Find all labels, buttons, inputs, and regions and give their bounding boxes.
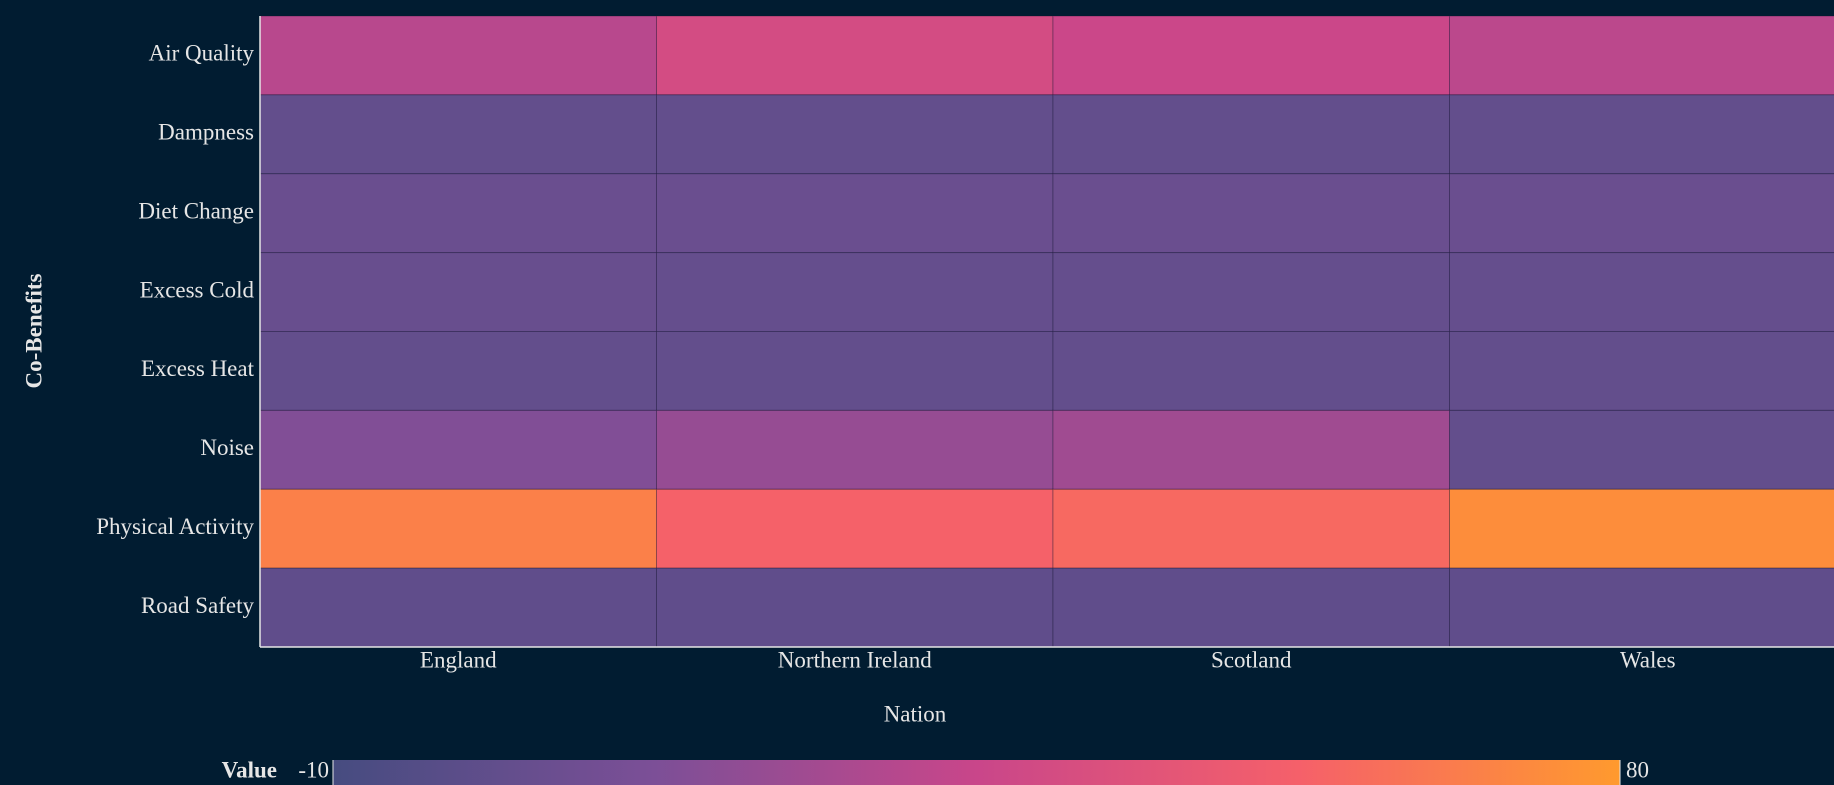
- heatmap-cell: [656, 409, 1054, 490]
- y-tick-label: Air Quality: [149, 41, 255, 66]
- heatmap-cell: [1052, 173, 1450, 254]
- y-tick-label: Noise: [200, 435, 254, 460]
- heatmap-cell: [259, 567, 657, 648]
- heatmap-cell: [1449, 409, 1834, 490]
- heatmap-cell: [259, 488, 657, 569]
- heatmap-cell: [259, 94, 657, 175]
- heatmap-cell: [259, 331, 657, 411]
- y-tick-label: Excess Heat: [141, 356, 255, 381]
- heatmap-cell: [1449, 252, 1834, 332]
- x-tick-label: Northern Ireland: [778, 647, 932, 672]
- y-tick-label: Excess Cold: [140, 277, 255, 302]
- heatmap-cell: [1449, 173, 1834, 254]
- x-tick-label: Scotland: [1211, 647, 1292, 672]
- heatmap-cell: [656, 567, 1054, 648]
- colorbar-tick-label: -10: [298, 757, 329, 782]
- heatmap-cell: [259, 252, 657, 332]
- y-tick-label: Road Safety: [141, 593, 255, 618]
- heatmap-cell: [1052, 567, 1450, 648]
- colorbar-title: Value: [222, 757, 277, 782]
- heatmap-cell: [1052, 252, 1450, 332]
- x-tick-label: Wales: [1620, 647, 1676, 672]
- heatmap-cell: [1449, 94, 1834, 175]
- y-axis-title: Co-Benefits: [21, 273, 46, 388]
- heatmap-cell: [1052, 94, 1450, 175]
- heatmap-cell: [656, 252, 1054, 332]
- x-axis-title: Nation: [884, 701, 947, 726]
- heatmap-cell: [1052, 488, 1450, 569]
- heatmap-cell: [259, 173, 657, 254]
- heatmap-cell: [656, 488, 1054, 569]
- heatmap-cell: [259, 409, 657, 490]
- heatmap-cell: [656, 15, 1054, 96]
- heatmap-cell: [1449, 15, 1834, 96]
- heatmap-cell: [259, 15, 657, 96]
- heatmap-cell: [1052, 331, 1450, 411]
- heatmap-cell: [1449, 488, 1834, 569]
- heatmap-cell: [1449, 567, 1834, 648]
- colorbar: [333, 760, 1620, 785]
- y-tick-label: Physical Activity: [96, 514, 254, 539]
- heatmap-cell: [1449, 331, 1834, 411]
- heatmap-cell: [1052, 15, 1450, 96]
- heatmap-cell: [656, 331, 1054, 411]
- heatmap-cell: [656, 173, 1054, 254]
- heatmap-cell: [1052, 409, 1450, 490]
- heatmap-cell: [656, 94, 1054, 175]
- colorbar-tick-label: 80: [1626, 757, 1649, 782]
- y-tick-label: Dampness: [158, 120, 254, 145]
- x-tick-label: England: [420, 647, 497, 672]
- y-tick-label: Diet Change: [138, 198, 254, 223]
